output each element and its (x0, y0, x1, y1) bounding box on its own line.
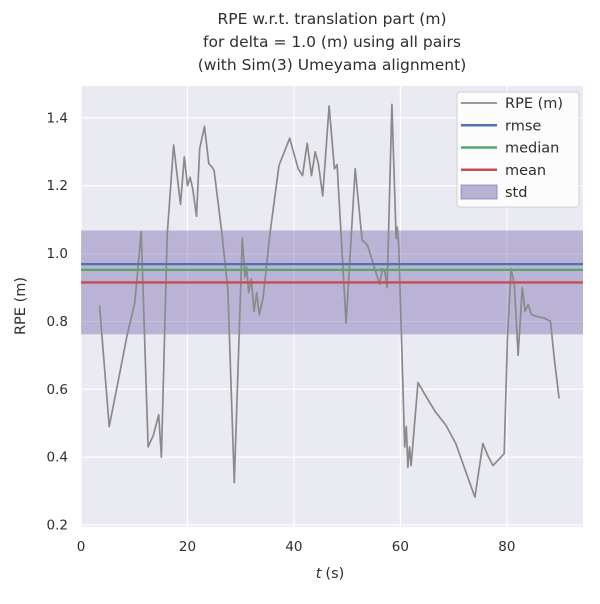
legend-swatch-std (460, 184, 498, 200)
stat-line-layer (81, 262, 583, 284)
x-axis-label: t (s) (316, 566, 345, 582)
chart-title-line2: for delta = 1.0 (m) using all pairs (203, 33, 461, 51)
x-axis-label-variable: t (316, 566, 323, 582)
y-tick-label: 1.2 (47, 178, 68, 194)
legend-label-mean: mean (505, 163, 546, 179)
y-tick-label: 0.6 (47, 382, 68, 398)
rpe-line (98, 103, 560, 498)
chart-title-line1: RPE w.r.t. translation part (m) (217, 10, 446, 28)
y-tick-label: 0.2 (47, 517, 68, 533)
y-tick-label: 1.0 (47, 246, 68, 262)
chart-title-line3: (with Sim(3) Umeyama alignment) (198, 56, 467, 74)
data-line-layer (98, 103, 560, 498)
legend-box (456, 91, 580, 208)
legend-label-std: std (505, 185, 527, 201)
x-tick-label: 40 (285, 539, 302, 555)
legend-label-median: median (505, 141, 559, 157)
y-tick-label: 1.4 (47, 110, 68, 126)
y-tick-label: 0.8 (47, 314, 68, 330)
legend-label-RPEm: RPE (m) (505, 96, 563, 112)
legend-label-rmse: rmse (505, 118, 541, 134)
y-axis-label: RPE (m) (13, 277, 29, 335)
x-axis-label-unit: (s) (325, 566, 344, 582)
x-tick-label: 20 (179, 539, 196, 555)
legend: RPE (m) rmse median mean std (456, 91, 580, 208)
y-tick-label: 0.4 (47, 450, 68, 466)
x-tick-label: 80 (498, 539, 515, 555)
x-tick-label: 0 (77, 539, 86, 555)
x-tick-label: 60 (392, 539, 409, 555)
tick-labels: 0 20 40 60 80 0.2 0.4 0.6 0.8 1.0 1.2 1.4 (47, 110, 516, 555)
